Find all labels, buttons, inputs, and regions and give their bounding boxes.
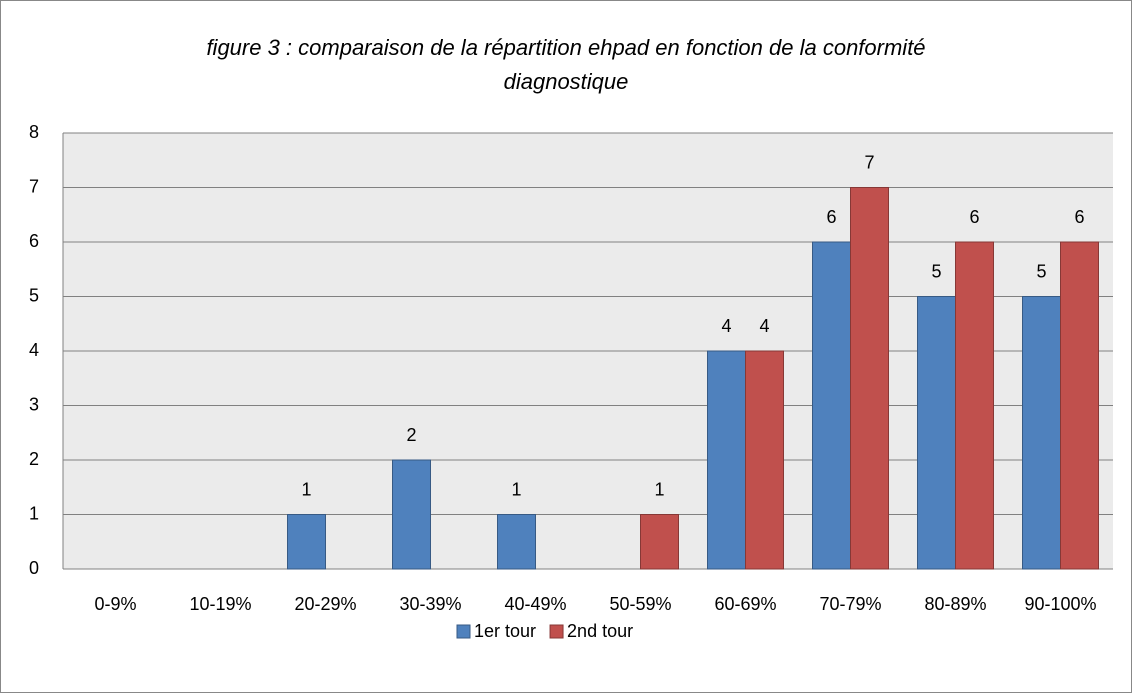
- bar: [955, 241, 994, 570]
- y-tick-label: 1: [29, 503, 39, 523]
- data-label: 4: [721, 316, 731, 336]
- x-tick-label: 60-69%: [714, 594, 776, 614]
- y-tick-label: 7: [29, 176, 39, 196]
- x-tick-label: 10-19%: [189, 594, 251, 614]
- bar: [640, 514, 679, 570]
- chart-title: figure 3 : comparaison de la répartition…: [206, 35, 926, 94]
- bar: [497, 514, 536, 570]
- data-label: 4: [759, 316, 769, 336]
- data-label: 1: [301, 479, 311, 499]
- data-label: 6: [826, 207, 836, 227]
- x-tick-label: 80-89%: [924, 594, 986, 614]
- bar: [707, 350, 746, 570]
- legend-swatch: [456, 624, 471, 639]
- x-tick-label: 90-100%: [1024, 594, 1096, 614]
- bar: [850, 187, 889, 570]
- legend-label: 1er tour: [474, 621, 536, 641]
- legend-swatch: [549, 624, 564, 639]
- x-tick-label: 0-9%: [94, 594, 136, 614]
- bar: [1060, 241, 1099, 570]
- x-tick-label: 30-39%: [399, 594, 461, 614]
- bar: [745, 350, 784, 570]
- data-label: 1: [511, 479, 521, 499]
- data-label: 7: [864, 152, 874, 172]
- y-tick-label: 2: [29, 449, 39, 469]
- y-tick-label: 0: [29, 558, 39, 578]
- x-tick-label: 40-49%: [504, 594, 566, 614]
- data-label: 5: [1036, 261, 1046, 281]
- y-tick-label: 8: [29, 122, 39, 142]
- data-label: 6: [1074, 207, 1084, 227]
- data-label: 2: [406, 425, 416, 445]
- y-tick-label: 5: [29, 285, 39, 305]
- data-label: 1: [654, 479, 664, 499]
- bar: [917, 296, 956, 570]
- x-tick-label: 20-29%: [294, 594, 356, 614]
- x-tick-label: 50-59%: [609, 594, 671, 614]
- y-tick-label: 4: [29, 340, 39, 360]
- bar: [1022, 296, 1061, 570]
- data-label: 6: [969, 207, 979, 227]
- data-label: 5: [931, 261, 941, 281]
- legend-label: 2nd tour: [567, 621, 633, 641]
- bar: [287, 514, 326, 570]
- bar: [812, 241, 851, 570]
- bar: [392, 459, 431, 570]
- x-tick-label: 70-79%: [819, 594, 881, 614]
- y-tick-label: 6: [29, 231, 39, 251]
- y-tick-label: 3: [29, 394, 39, 414]
